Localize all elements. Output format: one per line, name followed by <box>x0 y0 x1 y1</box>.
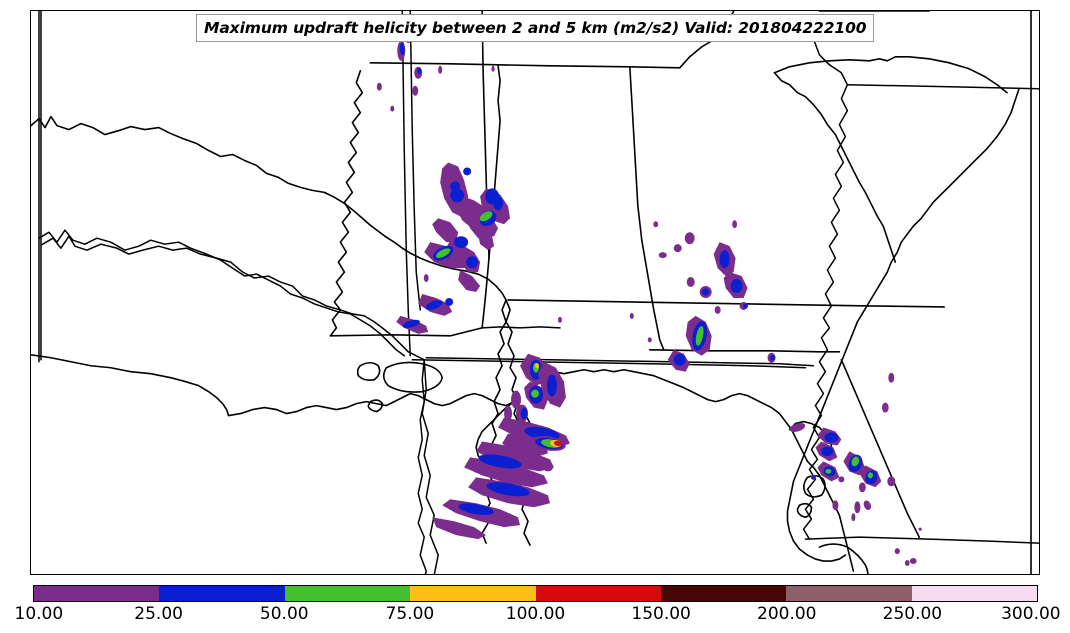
colorbar-segment-amber-75-100 <box>410 586 536 601</box>
tn-ms-al-ga-line <box>846 83 1039 90</box>
plot-title-text: Maximum updraft helicity between 2 and 5… <box>204 19 867 37</box>
plot-title-box: Maximum updraft helicity between 2 and 5… <box>196 14 875 42</box>
colorbar-segment-green-50-75 <box>284 586 411 601</box>
ar-south-border <box>411 359 807 369</box>
mississippi-river-ar-ms <box>417 359 427 574</box>
colorbar-segment-pink-250-300 <box>911 586 1037 601</box>
ok-ar-line <box>409 11 421 311</box>
red-river-boundary <box>31 115 507 301</box>
colorbar-segment-blue-25-50 <box>159 586 285 601</box>
colorbar-tick-150-00: 150.00 <box>631 604 691 624</box>
colorbar-tick-100-00: 100.00 <box>505 604 566 624</box>
red-river <box>38 229 406 357</box>
swath-north-mississippi <box>376 38 495 112</box>
la-ms-line <box>804 536 1039 544</box>
ar-la-border <box>507 299 945 308</box>
ar-la-line <box>425 357 815 367</box>
florida-east-coast-keys <box>840 358 921 538</box>
coastal-lake <box>356 361 381 381</box>
la-tx-line <box>421 359 439 574</box>
colorbar-tick-10-00: 10.00 <box>14 604 64 624</box>
colorbar-tick-250-00: 250.00 <box>882 604 943 624</box>
atlantic-coast-sc-ga <box>844 87 1020 353</box>
swath-georgia-alabama <box>653 220 776 372</box>
swath-florida <box>789 372 922 567</box>
la-ms-border-horizontal <box>329 327 483 337</box>
florida-peninsula-outline <box>786 350 847 562</box>
colorbar-tick-75-00: 75.00 <box>385 604 435 624</box>
colorbar-tick-50-00: 50.00 <box>259 604 309 624</box>
colorbar-segment-maroon-150-200 <box>660 586 787 601</box>
map-svg <box>31 11 1039 574</box>
al-fl-border <box>481 326 561 329</box>
map-plot-area[interactable] <box>30 10 1040 575</box>
gulf-coast-tx-la <box>31 353 230 417</box>
coastal-lake-2 <box>367 399 384 413</box>
colorbar-segment-purple-10-25 <box>34 586 160 601</box>
state-boundaries <box>40 11 1039 574</box>
ga-fl-border <box>648 348 841 353</box>
colorbar-segment-red-100-150 <box>535 586 661 601</box>
colorbar-tick-25-00: 25.00 <box>134 604 183 624</box>
colorbar-tick-labels: 10.00 25.00 50.00 75.00 100.00 150.00 200.00 25… <box>0 604 1070 630</box>
gulf-coast-ms-al-fl <box>533 368 809 463</box>
swath-mobile-bay <box>504 353 566 422</box>
nc-sc-border <box>773 56 1008 94</box>
red-river-ok-tx <box>40 235 425 361</box>
ga-sc-border <box>773 71 897 263</box>
colorbar-segment-mauve-200-250 <box>786 586 912 601</box>
swath-gulf-offshore <box>432 404 570 540</box>
lake-okeechobee <box>803 474 826 498</box>
florida-south-tip <box>818 543 869 574</box>
coastline-and-states <box>38 11 807 369</box>
colorbar-tick-200-00: 200.00 <box>757 604 817 624</box>
al-ga-border <box>629 66 665 351</box>
colorbar-tick-300-00: 300.00 <box>1001 604 1061 624</box>
tn-border-horizontal <box>369 62 681 69</box>
swath-central-alabama <box>424 162 511 293</box>
swath-southwest-alabama <box>396 274 454 334</box>
lake-pontchartrain <box>382 361 443 393</box>
colorbar[interactable] <box>33 585 1038 602</box>
louisiana-coast <box>227 392 515 417</box>
mississippi-west-boundary <box>329 69 364 337</box>
florida-lake-small <box>796 502 813 518</box>
